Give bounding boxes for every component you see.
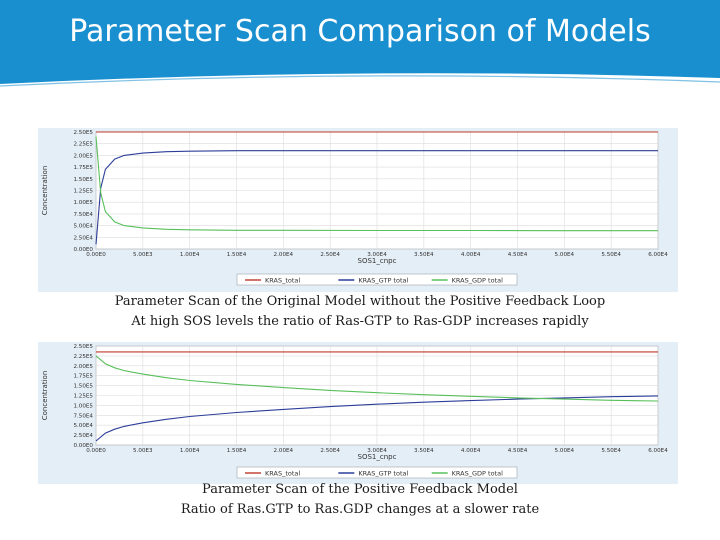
- x-tick-label: 4.50E4: [508, 448, 528, 454]
- y-tick-label: 2.25E5: [73, 354, 93, 360]
- y-tick-label: 1.25E5: [73, 394, 93, 400]
- y-tick-label: 2.50E5: [73, 130, 93, 136]
- y-tick-label: 7.50E4: [73, 413, 93, 419]
- x-tick-label: 3.50E4: [414, 448, 434, 454]
- x-tick-label: 5.00E4: [555, 252, 575, 258]
- legend-label: KRAS_GTP total: [358, 277, 408, 285]
- y-axis-label: Concentration: [41, 166, 49, 216]
- x-tick-label: 4.50E4: [508, 252, 528, 258]
- y-tick-label: 2.00E5: [73, 153, 93, 159]
- caption-line: Ratio of Ras.GTP to Ras.GDP changes at a…: [180, 502, 540, 517]
- x-tick-label: 1.50E4: [227, 448, 247, 454]
- y-tick-label: 2.25E5: [73, 142, 93, 148]
- y-tick-label: 2.50E4: [73, 433, 93, 439]
- chart-panel-original: 0.00E0 2.50E4 5.00E4 7.50E4 1.00E5 1.25E5 1.50…: [38, 128, 678, 292]
- x-tick-label: 3.00E4: [367, 448, 387, 454]
- series-line-kras-gtp-total: [95, 150, 658, 245]
- y-tick-label: 5.00E4: [73, 224, 93, 230]
- legend-box: [236, 273, 518, 286]
- y-tick-label: 1.75E5: [73, 165, 93, 171]
- x-tick-label: 2.00E4: [274, 448, 294, 454]
- x-tick-label: 2.50E4: [320, 448, 340, 454]
- y-tick-label: 5.00E4: [73, 423, 93, 429]
- x-tick-label: 5.00E3: [133, 448, 153, 454]
- caption-line: Parameter Scan of the Positive Feedback …: [202, 482, 518, 497]
- title-banner: [0, 0, 720, 87]
- slide-title: Parameter Scan Comparison of Models: [69, 14, 651, 49]
- chart-original-model: 0.00E0 2.50E4 5.00E4 7.50E4 1.00E5 1.25E5 1.50…: [41, 130, 668, 286]
- x-tick-label: 5.50E4: [601, 252, 621, 258]
- legend-label: KRAS_total: [265, 277, 300, 285]
- series-line-kras-gdp-total: [95, 355, 659, 402]
- caption-line: At high SOS levels the ratio of Ras-GTP …: [131, 314, 589, 329]
- x-tick-label: 2.50E4: [320, 252, 340, 258]
- y-tick-label: 1.75E5: [73, 374, 93, 380]
- x-axis-label: SOS1_cnpc: [358, 257, 397, 265]
- x-axis-label: SOS1_cnpc: [358, 453, 397, 461]
- x-tick-label: 4.00E4: [461, 448, 481, 454]
- y-tick-label: 1.50E5: [73, 177, 93, 183]
- caption-original-model: Parameter Scan of the Original Model wit…: [0, 292, 720, 332]
- x-tick-label: 6.00E4: [648, 448, 668, 454]
- x-tick-label: 5.00E3: [133, 252, 153, 258]
- y-tick-label: 7.50E4: [73, 212, 93, 218]
- x-tick-label: 5.00E4: [555, 448, 575, 454]
- y-tick-label: 2.50E4: [73, 235, 93, 241]
- x-tick-label: 0.00E0: [86, 448, 106, 454]
- y-tick-label: 2.00E5: [73, 364, 93, 370]
- x-tick-label: 6.00E4: [648, 252, 668, 258]
- x-tick-label: 1.00E4: [180, 448, 200, 454]
- chart-panel-feedback: 0.00E0 2.50E4 5.00E4 7.50E4 1.00E5 1.25E5 1.50…: [38, 342, 678, 484]
- x-tick-label: 5.50E4: [601, 448, 621, 454]
- legend-box: [236, 466, 518, 479]
- y-tick-label: 1.00E5: [73, 200, 93, 206]
- x-tick-label: 3.00E4: [367, 252, 387, 258]
- legend-label: KRAS_total: [265, 470, 300, 478]
- caption-line: Parameter Scan of the Original Model wit…: [114, 294, 606, 309]
- chart-feedback-model: 0.00E0 2.50E4 5.00E4 7.50E4 1.00E5 1.25E5 1.50…: [41, 344, 668, 479]
- legend-label: KRAS_GDP total: [452, 470, 503, 478]
- y-tick-label: 2.50E5: [73, 344, 93, 350]
- x-tick-label: 3.50E4: [414, 252, 434, 258]
- x-tick-label: 1.50E4: [227, 252, 247, 258]
- caption-feedback-model: Parameter Scan of the Positive Feedback …: [0, 480, 720, 520]
- x-tick-label: 2.00E4: [274, 252, 294, 258]
- y-tick-label: 1.00E5: [73, 403, 93, 409]
- y-tick-label: 1.25E5: [73, 189, 93, 195]
- series-line-kras-gdp-total: [95, 136, 658, 232]
- x-tick-label: 0.00E0: [86, 252, 106, 258]
- x-tick-label: 1.00E4: [180, 252, 200, 258]
- legend-label: KRAS_GDP total: [452, 277, 503, 285]
- y-tick-label: 0.00E0: [73, 247, 93, 253]
- legend-label: KRAS_GTP total: [358, 470, 408, 478]
- y-tick-label: 1.50E5: [73, 384, 93, 390]
- x-tick-label: 4.00E4: [461, 252, 481, 258]
- y-tick-label: 0.00E0: [73, 443, 93, 449]
- y-axis-label: Concentration: [41, 371, 49, 421]
